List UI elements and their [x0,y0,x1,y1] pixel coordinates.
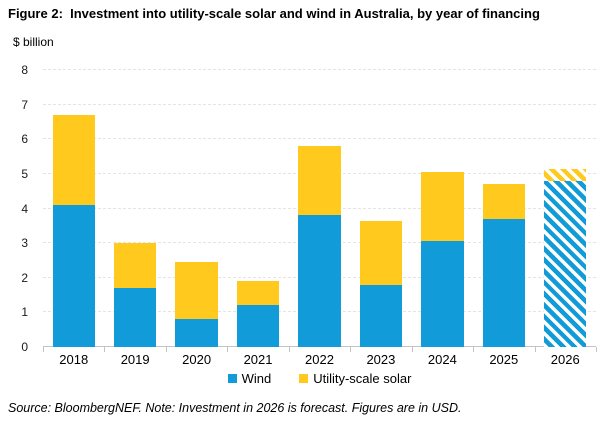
x-axis-tick-mark [473,347,475,352]
bar-segment-wind-2021 [236,305,280,347]
bars-container [43,70,596,347]
bar-slot-2026 [535,70,596,347]
y-axis-tick-label-0: 0 [21,340,28,354]
x-axis-tick-mark [411,347,413,352]
bar-stack-2024 [421,70,464,347]
bar-stack-2025 [482,70,525,347]
bar-slot-2021 [227,70,288,347]
figure-title: Figure 2: Investment into utility-scale … [8,6,540,21]
source-note: Source: BloombergNEF. Note: Investment i… [8,401,462,415]
legend: Wind Utility-scale solar [43,371,596,386]
bar-stack-2022 [298,70,341,347]
bar-segment-wind-2022 [298,215,341,347]
bar-segment-wind-2025 [482,218,525,347]
bar-stack-2026 [544,70,587,347]
x-axis-tick-label-2026: 2026 [550,352,580,367]
bar-stack-2018 [52,70,95,347]
x-axis-tick-mark [534,347,536,352]
bar-slot-2022 [289,70,350,347]
y-axis-tick-label-1: 1 [21,305,28,320]
x-axis-tick-mark [288,347,290,352]
plot-area [43,69,597,352]
y-axis-tick-label-7: 7 [21,97,28,112]
bar-segment-wind-2018 [52,205,95,347]
bar-segment-wind-2019 [113,288,157,347]
bar-stack-2023 [359,70,403,347]
x-axis-tick-mark [43,347,44,352]
x-axis-tick-label-2023: 2023 [366,352,396,367]
x-axis-tick-mark [165,347,167,352]
bar-stack-2019 [113,70,157,347]
bar-segment-utility-scale-solar-2019 [113,243,157,289]
x-axis-tick-mark [596,347,597,352]
x-axis-tick-label-2020: 2020 [182,352,212,367]
x-axis-tick-label-2025: 2025 [489,352,519,367]
x-axis-tick-label-2018: 2018 [59,352,89,367]
bar-segment-utility-scale-solar-2026-forecast [544,168,587,181]
gridline-y-6 [43,138,596,140]
x-axis-labels: 2018 2019 2020 2021 2022 2023 2024 2025 2026 [43,352,596,367]
bar-segment-wind-2023 [359,284,403,347]
y-axis-tick-label-3: 3 [21,236,28,251]
y-axis-tick-label-5: 5 [21,166,28,181]
bar-segment-utility-scale-solar-2023 [359,220,403,285]
bar-segment-wind-2024 [421,241,464,347]
x-axis-tick-mark [350,347,352,352]
legend-label-solar: Utility-scale solar [313,371,412,386]
y-axis-tick-label-8: 8 [21,63,28,77]
x-axis-tick-label-2024: 2024 [427,352,457,367]
y-axis-tick-label-6: 6 [21,132,28,147]
x-axis-tick-label-2021: 2021 [243,352,273,367]
legend-item-solar: Utility-scale solar [299,371,411,386]
bar-segment-utility-scale-solar-2025 [482,184,525,219]
bar-segment-wind-2026-forecast [544,180,587,347]
bar-slot-2023 [350,70,411,347]
bar-slot-2024 [412,70,473,347]
x-axis-tick-label-2019: 2019 [120,352,150,367]
bar-slot-2020 [166,70,227,347]
y-axis-tick-label-4: 4 [21,201,28,216]
bar-stack-2021 [236,70,280,347]
bar-slot-2025 [473,70,534,347]
gridline-y-7 [43,103,596,105]
legend-item-wind: Wind [227,371,272,386]
y-axis-labels: 0 1 2 3 4 5 6 7 8 [0,64,36,353]
bar-stack-2020 [175,70,218,347]
bar-segment-utility-scale-solar-2024 [421,172,464,242]
bar-slot-2019 [104,70,165,347]
x-axis-tick-mark [104,347,106,352]
bar-slot-2018 [43,70,104,347]
y-axis-unit-label: $ billion [13,35,54,49]
legend-swatch-wind-icon [227,374,237,383]
bar-segment-utility-scale-solar-2021 [236,281,280,306]
bar-segment-utility-scale-solar-2022 [298,146,341,216]
legend-swatch-solar-icon [299,374,309,383]
gridline-y-8 [43,69,596,70]
x-axis-tick-label-2022: 2022 [305,352,334,367]
bar-segment-utility-scale-solar-2020 [175,262,218,320]
legend-label-wind: Wind [241,371,272,386]
bar-segment-wind-2020 [175,319,218,347]
x-axis-tick-mark [227,347,229,352]
bar-segment-utility-scale-solar-2018 [52,115,95,206]
y-axis-tick-label-2: 2 [21,270,28,285]
